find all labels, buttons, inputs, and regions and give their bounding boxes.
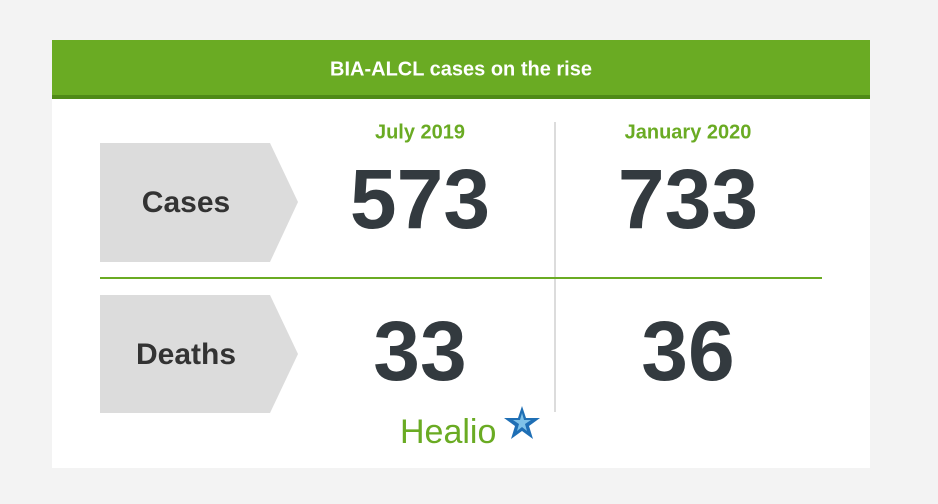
header-bar (52, 40, 870, 98)
logo-text: Healio (400, 413, 496, 451)
row-label-box (100, 295, 298, 413)
cell-value: 573 (350, 152, 490, 246)
header-title: BIA-ALCL cases on the rise (330, 58, 592, 80)
header-underline (52, 95, 870, 99)
row-label: Deaths (136, 338, 236, 371)
cell-value: 36 (641, 304, 734, 398)
cell-value: 33 (373, 304, 466, 398)
row-label: Cases (142, 186, 230, 219)
row-label-box (100, 143, 298, 262)
column-header: July 2019 (375, 121, 465, 143)
logo-star-inner (513, 413, 531, 431)
cell-value: 733 (618, 152, 758, 246)
column-header: January 2020 (625, 121, 752, 143)
